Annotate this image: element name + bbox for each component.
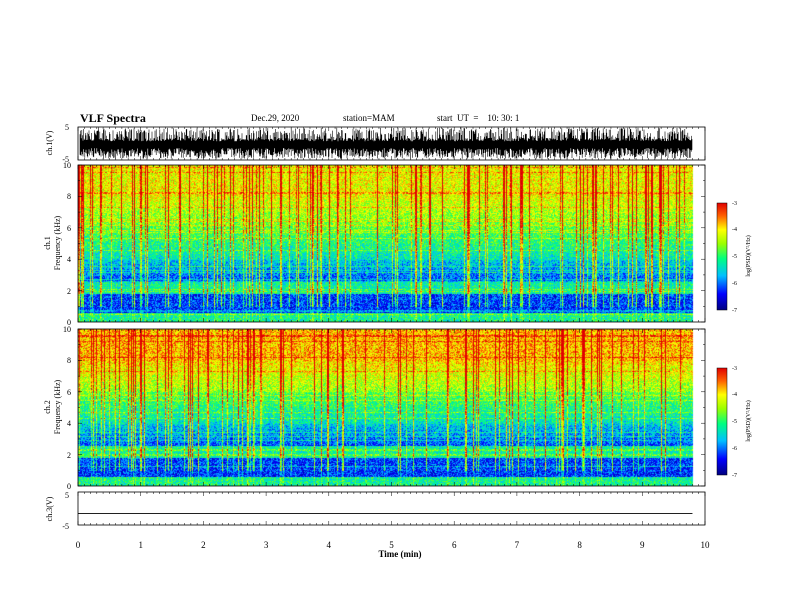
ch2-spectrogram-image	[78, 329, 705, 486]
x-tick-label: 4	[327, 540, 332, 550]
ch2-cb-tick-m4: -4	[732, 392, 737, 398]
ch3-waveform-ticks	[78, 492, 705, 525]
ch2-spec-ylabel-channel: ch.2	[43, 400, 52, 414]
ch1-cb-tick-m7: -7	[732, 308, 737, 314]
x-tick-label: 1	[138, 540, 143, 550]
x-tick-label: 8	[577, 540, 582, 550]
ch2-colorbar: -3 -4 -5 -6 -7 log(PSD)(V²/Hz)	[717, 366, 752, 479]
ch1-waveform-path	[80, 128, 692, 159]
ch2-cb-tick-m6: -6	[732, 446, 737, 452]
ch2-spec-ylabel-frequency: Frequency (kHz)	[53, 379, 62, 434]
ch3-waveform-frame	[78, 492, 705, 525]
x-tick-label: 10	[701, 540, 711, 550]
x-tick-label: 2	[201, 540, 206, 550]
ch1-spec-ylabel-frequency: Frequency (kHz)	[53, 215, 62, 270]
ch1-spec-ylabel-channel: ch.1	[43, 236, 52, 250]
ch1-ytick-top: 5	[65, 123, 69, 132]
ch1-spectrogram-image	[78, 165, 705, 322]
x-axis: 0 1 2 3 4 5 6 7 8 9 10 Time (min)	[76, 540, 710, 559]
ch1-cb-tick-m4: -4	[732, 227, 737, 233]
ch3-ytick-top: 5	[65, 491, 69, 500]
x-tick-label: 3	[264, 540, 269, 550]
ch1-colorbar: -3 -4 -5 -6 -7 log(PSD)(V²/Hz)	[717, 201, 752, 314]
x-axis-label: Time (min)	[378, 549, 421, 559]
ch1-cb-tick-m6: -6	[732, 281, 737, 287]
ch2-cb-tick-m3: -3	[732, 366, 737, 372]
ch2-freq-tick-2: 2	[67, 451, 71, 460]
ch2-freq-tick-10: 10	[63, 325, 71, 334]
ch1-waveform-panel: 5 -5 ch.1(V)	[45, 123, 705, 164]
ch2-freq-tick-6: 6	[67, 388, 71, 397]
ch1-freq-tick-8: 8	[67, 192, 71, 201]
ch2-freq-tick-0: 0	[67, 482, 71, 491]
x-tick-label: 7	[515, 540, 520, 550]
ch2-colorbar-gradient	[717, 368, 727, 475]
ch1-spectrogram-panel: 0 2 4 6 8 10 ch.1 Frequency (kHz)	[43, 161, 705, 327]
ch1-cb-tick-m3: -3	[732, 201, 737, 207]
ch1-waveform-ylabel: ch.1(V)	[45, 130, 54, 155]
ch1-colorbar-gradient	[717, 203, 727, 310]
ch2-ytick-labels: 0 2 4 6 8 10	[63, 325, 71, 491]
ch2-freq-tick-8: 8	[67, 356, 71, 365]
ch1-waveform-trace	[80, 128, 692, 159]
ch2-colorbar-label: log(PSD)(V²/Hz)	[745, 400, 752, 441]
x-tick-label: 0	[76, 540, 81, 550]
ch1-freq-tick-10: 10	[63, 161, 71, 170]
ch3-waveform-panel: 5 -5 ch.3(V)	[45, 491, 705, 531]
ch2-freq-tick-4: 4	[67, 419, 71, 428]
ch1-colorbar-label: log(PSD)(V²/Hz)	[745, 235, 752, 276]
ch1-freq-tick-2: 2	[67, 287, 71, 296]
ch1-freq-tick-4: 4	[67, 255, 71, 264]
ch1-freq-tick-6: 6	[67, 224, 71, 233]
ch3-ytick-bottom: -5	[62, 522, 69, 531]
x-tick-label: 6	[452, 540, 457, 550]
ch1-ytick-labels: 0 2 4 6 8 10	[63, 161, 71, 327]
ch2-spectrogram-panel: 0 2 4 6 8 10 ch.2 Frequency (kHz)	[43, 325, 705, 491]
ch3-waveform-ylabel: ch.3(V)	[45, 496, 54, 521]
ch2-cb-tick-m7: -7	[732, 473, 737, 479]
ch1-cb-tick-m5: -5	[732, 254, 737, 260]
ch2-cb-tick-m5: -5	[732, 419, 737, 425]
x-tick-label: 9	[640, 540, 645, 550]
